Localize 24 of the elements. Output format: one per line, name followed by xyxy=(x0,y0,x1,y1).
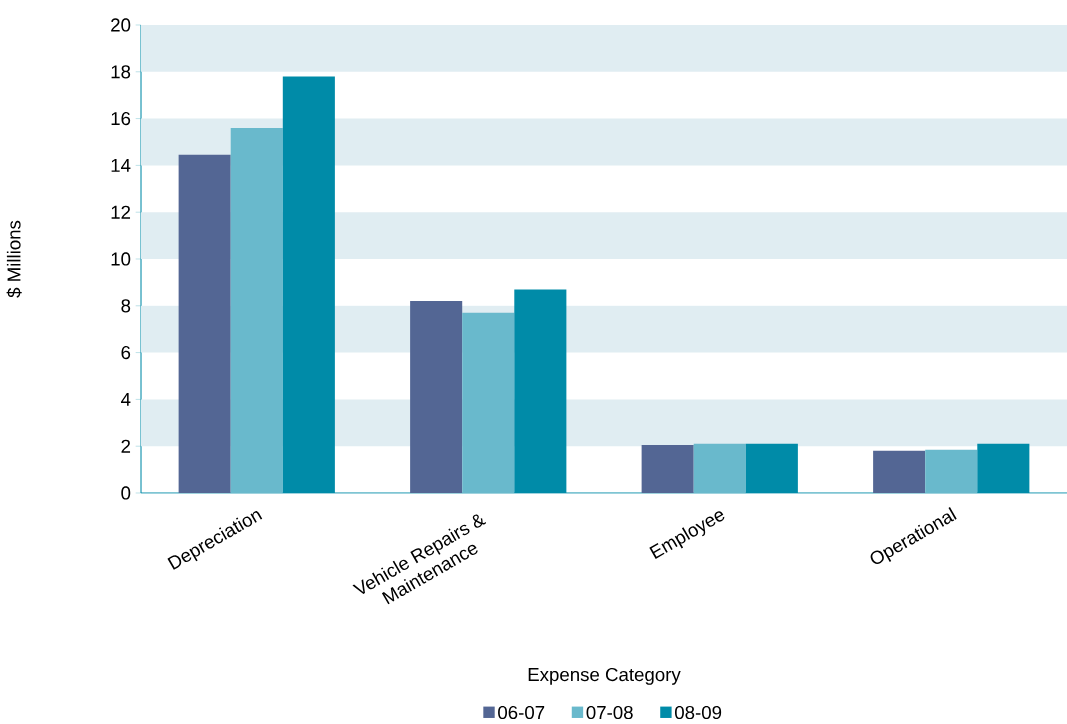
y-tick-label: 2 xyxy=(121,439,131,453)
y-tick-label: 0 xyxy=(121,486,131,500)
legend-label: 07-08 xyxy=(586,705,633,720)
x-axis-title: Expense Category xyxy=(528,667,681,685)
y-tick-label: 20 xyxy=(111,18,131,32)
y-tick-label: 18 xyxy=(111,65,131,79)
bar xyxy=(462,312,515,493)
y-tick-label: 10 xyxy=(111,252,131,266)
y-tick-label: 12 xyxy=(111,205,131,219)
y-tick-label: 8 xyxy=(121,299,131,313)
legend-label: 08-09 xyxy=(675,705,722,720)
bar xyxy=(641,445,694,493)
y-tick-label: 6 xyxy=(121,345,131,360)
bar xyxy=(925,449,978,493)
y-tick-label: 16 xyxy=(111,111,131,126)
bar xyxy=(230,127,283,493)
bar xyxy=(178,154,231,493)
y-tick-label: 14 xyxy=(111,158,131,172)
bar xyxy=(873,450,926,493)
legend-label: 06-07 xyxy=(498,705,545,720)
y-axis-title: $ Millions xyxy=(6,220,22,298)
bar xyxy=(410,301,463,493)
y-tick-label: 4 xyxy=(121,392,131,406)
bar xyxy=(693,443,746,493)
